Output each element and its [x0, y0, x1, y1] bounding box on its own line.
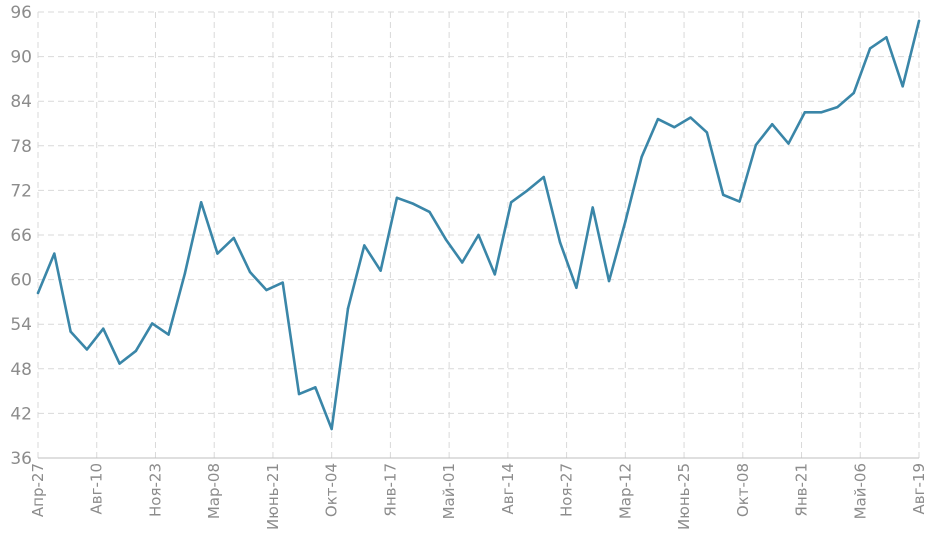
- data-point: [673, 126, 676, 129]
- data-point: [868, 47, 872, 50]
- data-point: [836, 105, 839, 109]
- x-tick-label: Мар-12: [616, 463, 634, 519]
- x-tick-label: Мар-08: [205, 463, 223, 519]
- x-tick-label: Май-06: [851, 463, 869, 519]
- data-point: [640, 155, 643, 159]
- x-tick-label: Ноя-23: [146, 463, 164, 517]
- data-point: [265, 288, 268, 292]
- y-tick-label: 42: [10, 404, 32, 424]
- data-point: [526, 189, 529, 192]
- data-point: [167, 333, 170, 336]
- data-point: [493, 273, 497, 276]
- x-tick-label: Июнь-21: [264, 463, 282, 530]
- data-point: [754, 143, 758, 147]
- data-point: [330, 427, 333, 431]
- data-point: [444, 238, 448, 241]
- data-point: [787, 142, 790, 145]
- data-point: [803, 111, 806, 114]
- x-tick-label: Ноя-27: [558, 463, 576, 517]
- y-tick-label: 66: [10, 226, 32, 246]
- data-point: [558, 241, 562, 244]
- data-point: [575, 286, 578, 289]
- data-point: [885, 36, 888, 39]
- y-tick-label: 90: [10, 48, 32, 68]
- data-point: [248, 270, 252, 274]
- data-point: [363, 244, 366, 247]
- x-tick-label: Янв-17: [381, 463, 399, 517]
- data-point: [53, 252, 56, 255]
- data-point: [232, 236, 235, 240]
- data-point: [412, 202, 415, 205]
- data-point: [395, 196, 399, 200]
- x-tick-label: Окт-08: [734, 463, 752, 517]
- data-point: [722, 193, 725, 197]
- data-point: [624, 220, 627, 223]
- data-point: [118, 362, 121, 365]
- series-points: [36, 19, 921, 431]
- y-tick-label: 78: [10, 137, 32, 157]
- data-point: [705, 131, 709, 134]
- data-point: [852, 91, 855, 95]
- data-point: [199, 201, 203, 204]
- x-tick-label: Авг-14: [499, 463, 517, 514]
- data-point: [314, 386, 317, 389]
- data-point: [901, 85, 904, 88]
- data-point: [216, 252, 219, 255]
- x-tick-label: Окт-04: [323, 463, 341, 517]
- data-point: [819, 111, 823, 114]
- data-point: [151, 322, 154, 325]
- data-point: [689, 116, 692, 119]
- data-point: [102, 327, 105, 330]
- data-point: [69, 330, 72, 333]
- data-point: [428, 210, 431, 214]
- data-point: [134, 349, 138, 353]
- data-point: [738, 200, 741, 203]
- y-tick-label: 72: [10, 181, 32, 201]
- x-tick-label: Май-01: [440, 463, 458, 519]
- x-tick-label: Июнь-25: [675, 463, 693, 530]
- data-point: [379, 269, 382, 272]
- y-tick-label: 60: [10, 271, 32, 291]
- data-point: [917, 19, 921, 23]
- y-tick-label: 54: [10, 315, 32, 335]
- data-point: [183, 272, 187, 275]
- data-point: [297, 392, 301, 396]
- y-tick-label: 84: [10, 92, 32, 112]
- grid-lines: [37, 11, 920, 459]
- data-point: [281, 281, 284, 284]
- y-axis-tick-labels: 36 42 48 54 60 66 72 78 84 90 96: [10, 3, 32, 469]
- data-point: [607, 279, 611, 283]
- series-line: [36, 19, 921, 431]
- x-tick-label: Авг-10: [88, 463, 106, 514]
- x-axis-tick-labels: Апр-27 Авг-10 Ноя-23 Мар-08 Июнь-21 Окт-04 Янв…: [29, 463, 928, 530]
- y-tick-label: 48: [10, 360, 32, 380]
- data-point: [85, 348, 89, 351]
- data-point: [656, 117, 660, 121]
- y-tick-label: 36: [10, 449, 32, 469]
- data-point: [509, 201, 513, 204]
- data-point: [591, 206, 594, 209]
- x-tick-label: Янв-21: [793, 463, 811, 517]
- data-point: [477, 233, 480, 237]
- data-point: [542, 175, 545, 179]
- x-tick-label: Авг-19: [910, 463, 928, 514]
- y-tick-label: 96: [10, 3, 32, 23]
- x-tick-label: Апр-27: [29, 463, 47, 517]
- data-point: [460, 261, 464, 264]
- data-point: [770, 123, 774, 126]
- data-point: [36, 291, 40, 295]
- data-point: [346, 307, 350, 310]
